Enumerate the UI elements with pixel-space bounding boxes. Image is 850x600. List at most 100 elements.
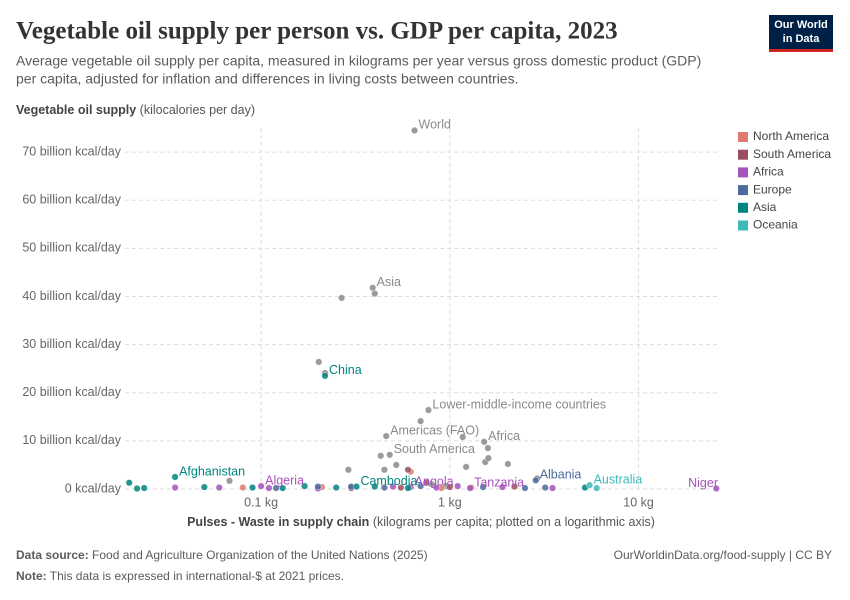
- point-label: Cambodia: [360, 474, 417, 488]
- source-bold: Data source:: [16, 548, 89, 562]
- y-tick-label: 40 billion kcal/day: [22, 289, 121, 303]
- y-axis-title-bold: Vegetable oil supply: [16, 103, 136, 117]
- point: [314, 483, 322, 491]
- point: [504, 460, 512, 468]
- point: [462, 463, 470, 471]
- legend-label: Oceania: [753, 218, 798, 232]
- point: [466, 484, 474, 492]
- point: [532, 476, 540, 484]
- point-label: Asia: [377, 275, 401, 289]
- chart-title: Vegetable oil supply per person vs. GDP …: [16, 18, 618, 45]
- legend-swatch: [738, 149, 748, 160]
- point: [417, 417, 425, 425]
- point: [371, 290, 379, 298]
- point: [521, 484, 529, 492]
- point: [498, 483, 506, 491]
- note-text: This data is expressed in international-…: [50, 569, 344, 583]
- point: [382, 432, 390, 440]
- point: [541, 484, 549, 492]
- point: [549, 484, 557, 492]
- point: [344, 466, 352, 474]
- point-label: Lower-middle-income countries: [432, 397, 606, 411]
- x-axis-title-rest: (kilograms per capita; plotted on a loga…: [373, 515, 655, 529]
- note: Note: This data is expressed in internat…: [16, 569, 344, 583]
- point: [338, 294, 346, 302]
- point-label: Africa: [488, 429, 520, 443]
- point: [484, 454, 492, 462]
- point: [321, 372, 329, 380]
- legend-swatch: [738, 167, 748, 178]
- point: [386, 451, 394, 459]
- point: [397, 484, 405, 492]
- point-label: Australia: [594, 472, 643, 486]
- point: [377, 452, 385, 460]
- legend-swatch: [738, 220, 748, 231]
- point-label: Tanzania: [474, 475, 524, 489]
- point-label: Niger: [688, 476, 718, 490]
- series: [125, 372, 589, 493]
- point: [484, 444, 492, 452]
- point: [380, 466, 388, 474]
- point: [424, 406, 432, 414]
- point: [352, 483, 360, 491]
- point-label: Albania: [540, 468, 582, 482]
- legend-label: South America: [753, 147, 831, 161]
- point: [125, 479, 133, 487]
- point: [332, 484, 340, 492]
- point: [510, 483, 518, 491]
- point: [433, 484, 441, 492]
- point: [454, 482, 462, 490]
- point: [279, 484, 287, 492]
- point: [712, 485, 720, 493]
- y-tick-label: 60 billion kcal/day: [22, 192, 121, 206]
- logo[interactable]: Our World in Data: [769, 15, 833, 52]
- point: [446, 483, 454, 491]
- y-tick-label: 70 billion kcal/day: [22, 144, 121, 158]
- point: [133, 485, 141, 493]
- point: [200, 483, 208, 491]
- source: Data source: Food and Agriculture Organi…: [16, 548, 428, 562]
- y-tick-label: 10 billion kcal/day: [22, 433, 121, 447]
- point: [480, 438, 488, 446]
- point: [257, 482, 265, 490]
- x-axis-title-bold: Pulses - Waste in supply chain: [187, 515, 369, 529]
- legend-swatch: [738, 132, 748, 142]
- note-bold: Note:: [16, 569, 47, 583]
- point: [371, 483, 379, 491]
- point: [586, 481, 594, 489]
- point: [315, 358, 323, 366]
- point: [380, 484, 388, 492]
- legend-label: North America: [753, 129, 829, 143]
- y-tick-label: 0 kcal/day: [65, 481, 122, 495]
- x-tick-label: 0.1 kg: [244, 495, 278, 509]
- logo-text: Our World: [774, 19, 828, 31]
- legend-swatch: [738, 202, 748, 213]
- point-label: Afghanistan: [179, 464, 245, 478]
- point: [171, 484, 179, 492]
- logo-box: [769, 15, 833, 52]
- y-axis-title: Vegetable oil supply (kilocalories per d…: [16, 103, 255, 117]
- point: [265, 484, 273, 492]
- x-axis-title: Pulses - Waste in supply chain (kilogram…: [187, 515, 655, 529]
- point: [422, 479, 430, 487]
- y-axis-title-rest: (kilocalories per day): [140, 103, 255, 117]
- point: [459, 433, 467, 441]
- source-text: Food and Agriculture Organization of the…: [92, 548, 428, 562]
- point-label: Algeria: [265, 473, 304, 487]
- legend-swatch: [738, 185, 748, 196]
- point: [404, 484, 412, 492]
- point-label: Angola: [415, 474, 454, 488]
- point: [215, 484, 223, 492]
- point: [593, 484, 601, 492]
- point: [226, 477, 234, 485]
- url[interactable]: OurWorldinData.org/food-supply | CC BY: [614, 548, 832, 562]
- point: [404, 466, 412, 474]
- subtitle: Average vegetable oil supply per capita,…: [16, 53, 701, 69]
- series: [586, 481, 601, 492]
- point: [239, 484, 247, 492]
- point: [392, 461, 400, 469]
- point: [411, 126, 419, 134]
- point: [140, 484, 148, 492]
- point: [389, 483, 397, 491]
- legend-label: Asia: [753, 200, 777, 214]
